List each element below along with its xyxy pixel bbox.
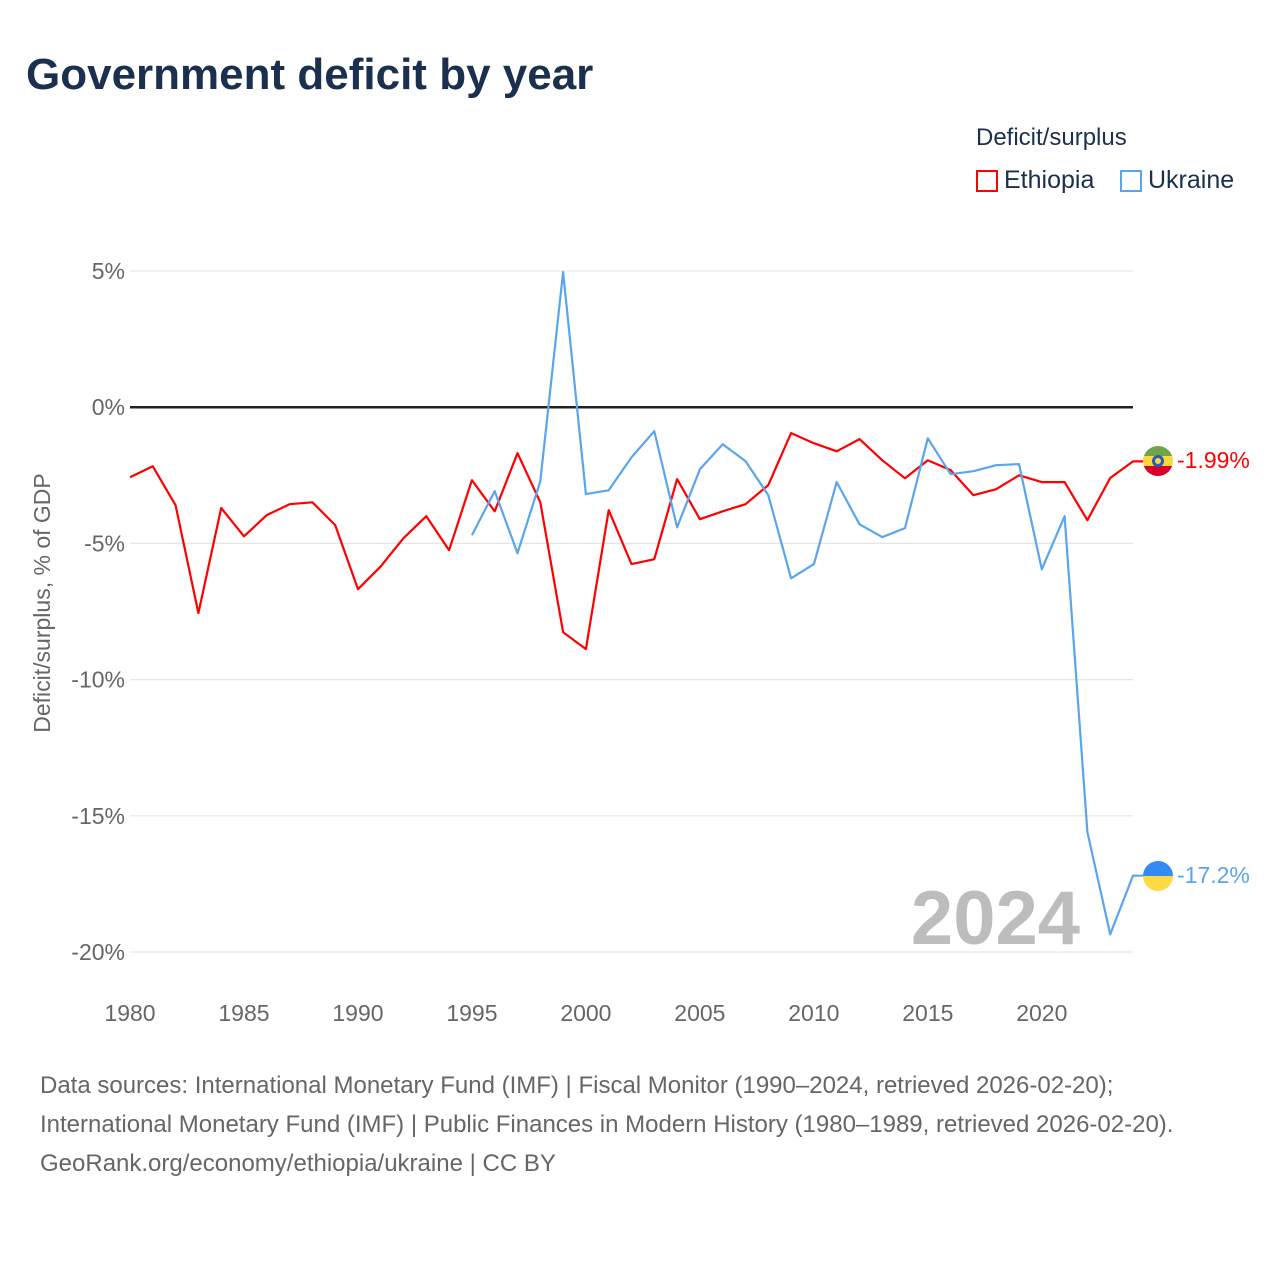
legend-item-ukraine[interactable]: Ukraine bbox=[1120, 166, 1234, 195]
x-tick-label: 1990 bbox=[332, 1000, 383, 1026]
ukraine-flag-icon bbox=[1143, 861, 1173, 891]
x-tick-label: 1985 bbox=[218, 1000, 269, 1026]
y-axis-label: Deficit/surplus, % of GDP bbox=[29, 473, 55, 732]
legend-title: Deficit/surplus bbox=[976, 124, 1127, 151]
y-tick-label: -5% bbox=[84, 530, 125, 556]
x-tick-label: 2010 bbox=[788, 1000, 839, 1026]
x-tick-label: 2020 bbox=[1016, 1000, 1067, 1026]
footer: Data sources: International Monetary Fun… bbox=[40, 1066, 1240, 1183]
series-line-ukraine bbox=[470, 271, 1143, 936]
legend-label: Ethiopia bbox=[1004, 166, 1095, 194]
y-tick-label: -20% bbox=[71, 939, 125, 965]
x-tick-label: 2015 bbox=[902, 1000, 953, 1026]
ethiopia-end-label: -1.99% bbox=[1177, 447, 1250, 473]
legend-swatch bbox=[1120, 169, 1142, 192]
x-tick-label: 1995 bbox=[446, 1000, 497, 1026]
ukraine-end-label: -17.2% bbox=[1177, 862, 1250, 888]
x-tick-label: 1980 bbox=[104, 1000, 155, 1026]
y-tick-label: -10% bbox=[71, 667, 125, 693]
ethiopia-flag-icon bbox=[1143, 446, 1173, 476]
chart-title: Government deficit by year bbox=[26, 50, 594, 99]
series-line-ethiopia bbox=[129, 432, 1143, 651]
data-sources: Data sources: International Monetary Fun… bbox=[40, 1072, 1174, 1138]
legend-label: Ukraine bbox=[1148, 166, 1235, 194]
y-tick-label: 5% bbox=[92, 258, 125, 284]
year-watermark: 2024 bbox=[911, 876, 1080, 961]
x-tick-label: 2000 bbox=[560, 1000, 611, 1026]
line-chart: 5% 0% -5% -10% -15% -20% 1980 1985 1990 1995 2000 2… bbox=[29, 258, 1250, 1026]
credit-link[interactable]: GeoRank.org/economy/ethiopia/ukraine | C… bbox=[40, 1150, 556, 1177]
legend-swatch bbox=[976, 169, 998, 192]
x-tick-label: 2005 bbox=[674, 1000, 725, 1026]
legend-item-ethiopia[interactable]: Ethiopia bbox=[976, 166, 1094, 195]
y-tick-label: -15% bbox=[71, 803, 125, 829]
y-tick-label: 0% bbox=[92, 394, 125, 420]
